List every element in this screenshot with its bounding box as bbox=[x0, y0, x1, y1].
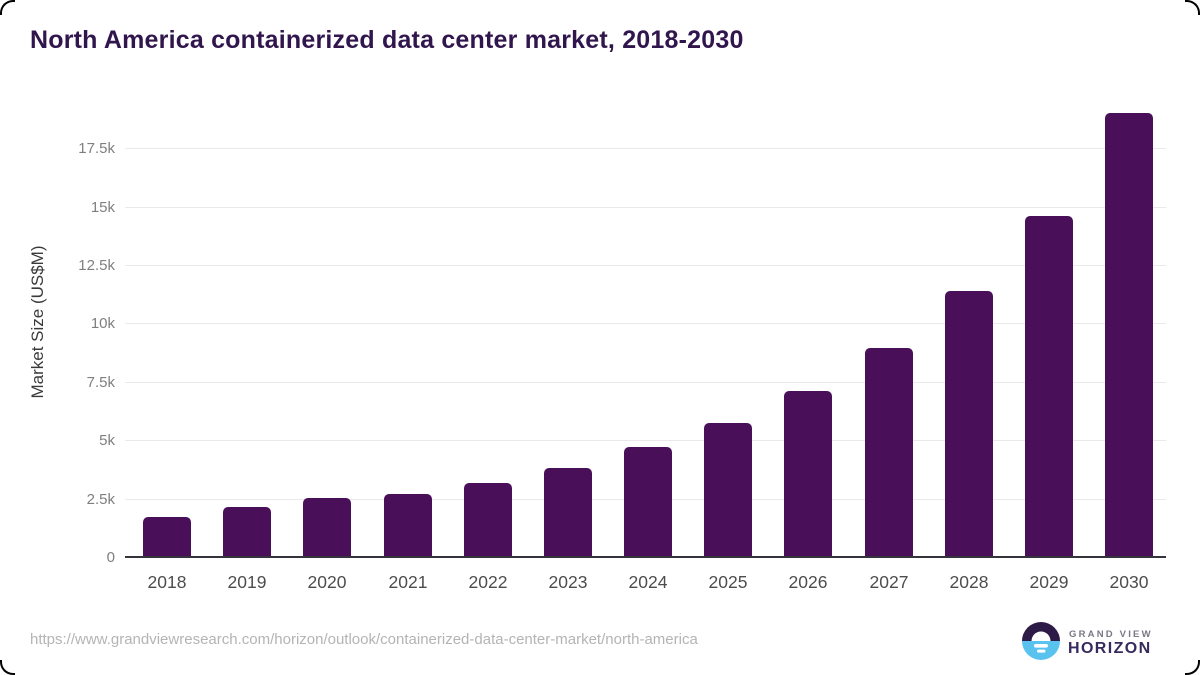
x-tick-label-2021: 2021 bbox=[388, 572, 428, 592]
bar-2027 bbox=[865, 348, 913, 558]
logo-text-grand-view: GRAND VIEW bbox=[1069, 629, 1153, 640]
gridline bbox=[125, 207, 1166, 208]
y-tick-label: 0 bbox=[106, 549, 115, 566]
x-tick-label-2029: 2029 bbox=[1029, 572, 1069, 592]
horizon-sun-icon bbox=[1022, 622, 1060, 660]
x-tick-label-2023: 2023 bbox=[548, 572, 588, 592]
x-tick-label-2027: 2027 bbox=[869, 572, 909, 592]
bar-2022 bbox=[464, 483, 512, 558]
bar-2029 bbox=[1025, 216, 1073, 558]
x-tick-label-2022: 2022 bbox=[468, 572, 508, 592]
gridline bbox=[125, 148, 1166, 149]
x-tick-label-2025: 2025 bbox=[708, 572, 748, 592]
chart-title: North America containerized data center … bbox=[30, 26, 744, 54]
y-tick-label: 17.5k bbox=[78, 140, 115, 157]
logo-text-horizon: HORIZON bbox=[1068, 640, 1152, 657]
gridline bbox=[125, 440, 1166, 441]
bar-2030 bbox=[1105, 113, 1153, 558]
x-tick-label-2030: 2030 bbox=[1109, 572, 1149, 592]
bar-2019 bbox=[223, 507, 271, 558]
x-tick-label-2026: 2026 bbox=[788, 572, 828, 592]
bar-2025 bbox=[704, 423, 752, 558]
y-tick-label: 10k bbox=[90, 315, 115, 332]
bar-2018 bbox=[143, 517, 191, 558]
bar-2024 bbox=[624, 447, 672, 558]
y-tick-label: 12.5k bbox=[78, 257, 115, 274]
bar-2026 bbox=[784, 391, 832, 558]
y-tick-label: 15k bbox=[90, 199, 115, 216]
x-tick-label-2018: 2018 bbox=[147, 572, 187, 592]
bar-2021 bbox=[384, 494, 432, 558]
y-tick-label: 7.5k bbox=[86, 374, 115, 391]
bar-2028 bbox=[945, 291, 993, 558]
gridline bbox=[125, 382, 1166, 383]
x-tick-label-2028: 2028 bbox=[949, 572, 989, 592]
source-url: https://www.grandviewresearch.com/horizo… bbox=[30, 631, 698, 648]
x-tick-label-2019: 2019 bbox=[227, 572, 267, 592]
y-tick-label: 5k bbox=[99, 432, 115, 449]
y-tick-label: 2.5k bbox=[86, 491, 115, 508]
gridline bbox=[125, 265, 1166, 266]
bar-2023 bbox=[544, 468, 592, 558]
grand-view-horizon-logo: GRAND VIEW HORIZON bbox=[1020, 620, 1170, 664]
x-tick-label-2020: 2020 bbox=[307, 572, 347, 592]
x-tick-label-2024: 2024 bbox=[628, 572, 668, 592]
bar-2020 bbox=[303, 498, 351, 558]
gridline bbox=[125, 323, 1166, 324]
x-axis-line bbox=[125, 556, 1166, 558]
